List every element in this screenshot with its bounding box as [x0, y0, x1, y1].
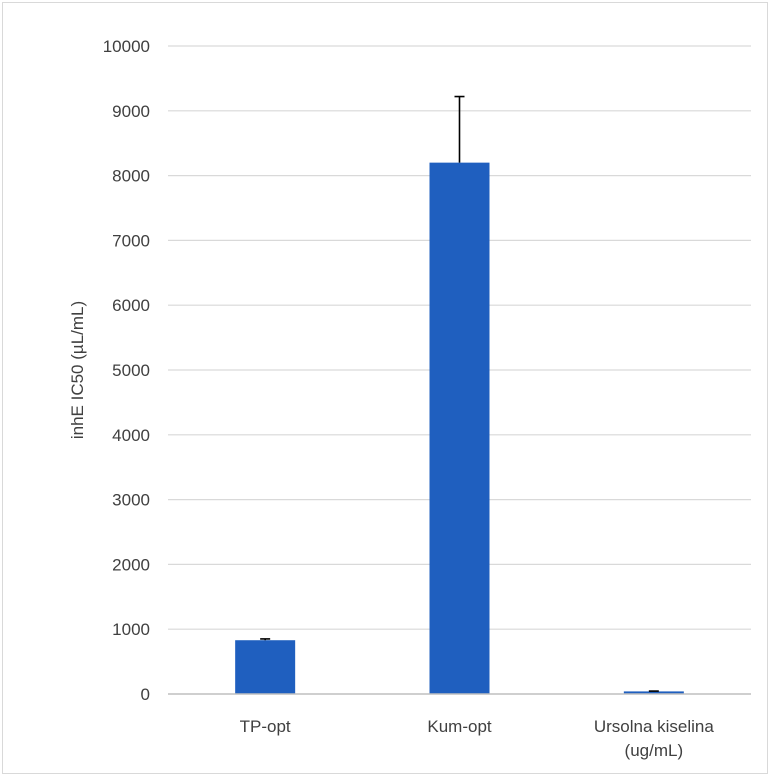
y-tick-label: 8000: [112, 167, 150, 186]
x-category-label: (ug/mL): [625, 741, 684, 760]
y-tick-label: 9000: [112, 102, 150, 121]
bar: [429, 162, 490, 694]
y-tick-label: 10000: [103, 37, 150, 56]
labels: 0 1000 2000 3000 4000 5000 6000 7000 8000 9000 100…: [68, 37, 714, 760]
y-tick-label: 6000: [112, 296, 150, 315]
y-tick-label: 2000: [112, 555, 150, 574]
y-tick-label: 1000: [112, 620, 150, 639]
y-tick-label: 5000: [112, 361, 150, 380]
y-tick-label: 0: [141, 685, 150, 704]
x-category-label: TP-opt: [240, 717, 291, 736]
y-tick-label: 4000: [112, 426, 150, 445]
bar-chart: 0 1000 2000 3000 4000 5000 6000 7000 8000 9000 100…: [68, 37, 751, 760]
error-bars: [260, 95, 659, 692]
bar: [623, 691, 684, 694]
x-category-label: Ursolna kiselina: [594, 717, 715, 736]
bar: [235, 640, 296, 694]
x-category-label: Kum-opt: [427, 717, 492, 736]
y-tick-label: 3000: [112, 491, 150, 510]
y-axis-title: inhE IC50 (µL/mL): [68, 301, 87, 439]
y-tick-label: 7000: [112, 231, 150, 250]
bars: [235, 162, 684, 694]
